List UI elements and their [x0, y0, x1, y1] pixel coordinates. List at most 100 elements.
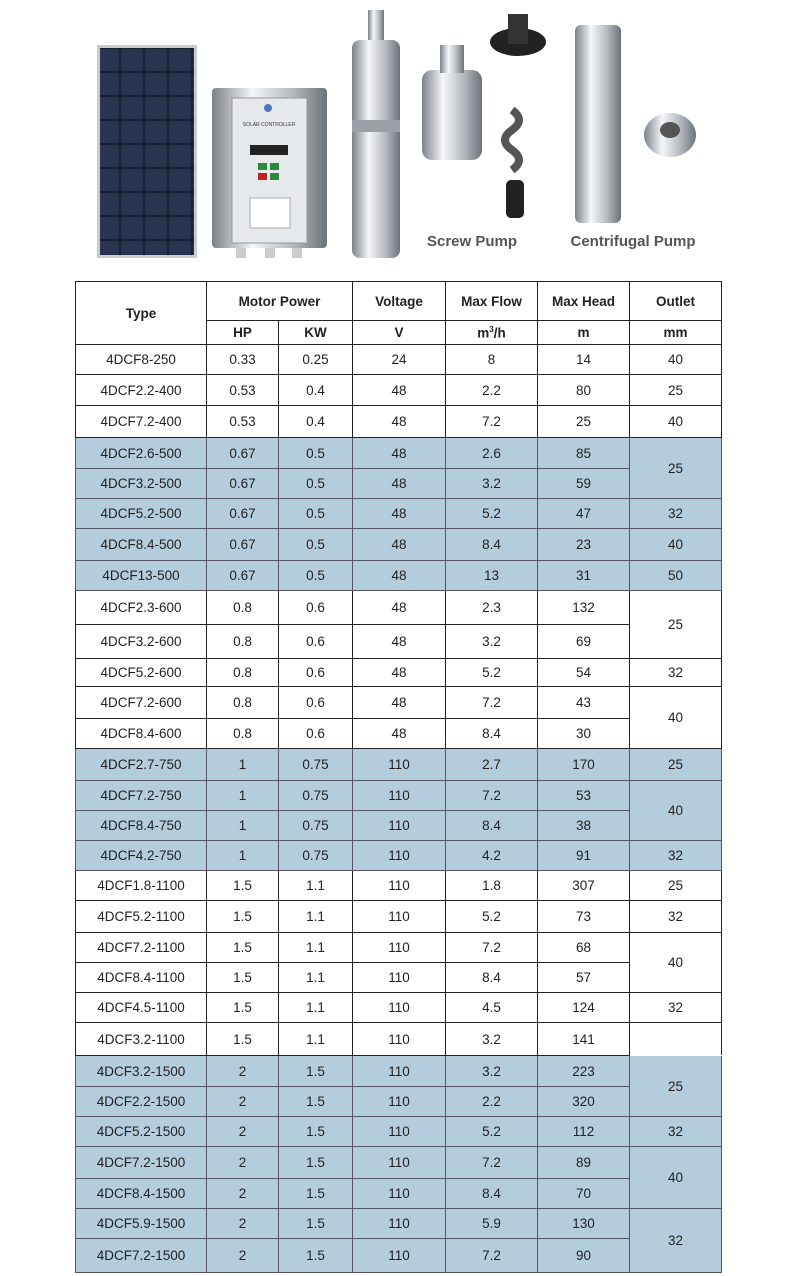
pump-spec-table: Type Motor Power Voltage Max Flow Max He…	[75, 281, 722, 1273]
table-row: 4DCF8.4-500 0.67 0.5 48 8.4 23 40	[75, 528, 722, 561]
table-row: 4DCF8.4-750 1 0.75 110 8.4 38	[75, 810, 722, 841]
table-row: 4DCF4.2-750 1 0.75 110 4.2 91 32	[75, 840, 722, 871]
cell-max-flow: 4.2	[445, 840, 538, 871]
cell-hp: 1	[206, 810, 279, 841]
cell-max-flow: 4.5	[445, 992, 538, 1023]
cell-voltage: 48	[352, 590, 446, 625]
cell-type: 4DCF7.2-750	[75, 780, 207, 811]
cell-hp: 2	[206, 1208, 279, 1239]
cell-max-head: 91	[537, 840, 630, 871]
cell-type: 4DCF5.2-1500	[75, 1116, 207, 1147]
product-images: SOLAR CONTROLLER Screw Pump Centrifuga	[0, 0, 794, 278]
cell-type: 4DCF8.4-750	[75, 810, 207, 841]
cell-hp: 1	[206, 840, 279, 871]
cell-voltage: 24	[352, 344, 446, 375]
cell-kw: 0.25	[278, 344, 353, 375]
cell-hp: 2	[206, 1238, 279, 1273]
cell-max-head: 25	[537, 405, 630, 438]
table-row: 4DCF13-500 0.67 0.5 48 13 31 50	[75, 560, 722, 591]
cell-max-flow: 7.2	[445, 1146, 538, 1179]
centrifugal-pump-caption: Centrifugal Pump	[570, 233, 695, 250]
cell-voltage: 48	[352, 624, 446, 659]
cell-max-head: 320	[537, 1086, 630, 1117]
cell-outlet: 25	[629, 374, 722, 406]
cell-outlet: 32	[629, 498, 722, 529]
cell-hp: 0.8	[206, 718, 279, 749]
header-voltage: Voltage	[352, 281, 446, 321]
cell-max-head: 69	[537, 624, 630, 659]
cell-outlet: 40	[629, 780, 722, 841]
cell-max-head: 23	[537, 528, 630, 561]
cell-kw: 0.6	[278, 658, 353, 687]
header-max-flow: Max Flow	[445, 281, 538, 321]
table-row: 4DCF3.2-500 0.67 0.5 48 3.2 59	[75, 468, 722, 499]
table-row: 4DCF8.4-1100 1.5 1.1 110 8.4 57	[75, 962, 722, 993]
cell-voltage: 110	[352, 1116, 446, 1147]
cell-hp: 2	[206, 1086, 279, 1117]
cell-max-head: 59	[537, 468, 630, 499]
header-type: Type	[75, 281, 207, 345]
cell-outlet: 25	[629, 590, 722, 659]
table-body: 4DCF8-250 0.33 0.25 24 8 14 40 4DCF2.2-400 0.53 0…	[75, 344, 722, 1273]
cell-type: 4DCF2.7-750	[75, 748, 207, 781]
cell-hp: 0.8	[206, 658, 279, 687]
cell-kw: 1.5	[278, 1238, 353, 1273]
cell-voltage: 48	[352, 374, 446, 406]
table-row: 4DCF2.6-500 0.67 0.5 48 2.6 85 25	[75, 437, 722, 499]
screw-pump-image	[422, 14, 546, 218]
cell-hp: 1.5	[206, 962, 279, 993]
cell-max-head: 53	[537, 780, 630, 811]
header-max-head: Max Head	[537, 281, 630, 321]
cell-max-flow: 7.2	[445, 686, 538, 719]
cell-max-flow: 2.7	[445, 748, 538, 781]
cell-max-head: 68	[537, 932, 630, 963]
cell-kw: 1.1	[278, 992, 353, 1023]
table-row: 4DCF3.2-600 0.8 0.6 48 3.2 69	[75, 624, 722, 659]
cell-type: 4DCF3.2-1100	[75, 1022, 207, 1056]
cell-type: 4DCF7.2-1500	[75, 1238, 207, 1273]
cell-hp: 1.5	[206, 1022, 279, 1056]
cell-max-head: 85	[537, 437, 630, 469]
unit-flow-sup: 3	[489, 324, 494, 334]
cell-type: 4DCF3.2-500	[75, 468, 207, 499]
cell-type: 4DCF3.2-600	[75, 624, 207, 659]
cell-kw: 1.5	[278, 1208, 353, 1239]
cell-max-head: 57	[537, 962, 630, 993]
cell-max-flow: 5.9	[445, 1208, 538, 1239]
cell-type: 4DCF8.4-1100	[75, 962, 207, 993]
cell-voltage: 110	[352, 1178, 446, 1209]
table-row: 4DCF3.2-1500 2 1.5 110 3.2 223 25	[75, 1055, 722, 1117]
cell-type: 4DCF4.2-750	[75, 840, 207, 871]
cell-kw: 0.6	[278, 590, 353, 625]
cell-outlet: 40	[629, 686, 722, 749]
cell-outlet: 40	[629, 405, 722, 438]
cell-outlet: 25	[629, 1055, 722, 1117]
cell-max-head: 80	[537, 374, 630, 406]
screw-pump-caption: Screw Pump	[427, 233, 517, 250]
cell-kw: 0.5	[278, 437, 353, 469]
cell-outlet: 32	[629, 992, 722, 1023]
cell-max-head: 38	[537, 810, 630, 841]
cell-type: 4DCF2.6-500	[75, 437, 207, 469]
cell-max-head: 54	[537, 658, 630, 687]
cell-type: 4DCF3.2-1500	[75, 1055, 207, 1087]
cell-voltage: 48	[352, 718, 446, 749]
cell-voltage: 110	[352, 1238, 446, 1273]
svg-text:SOLAR CONTROLLER: SOLAR CONTROLLER	[243, 122, 296, 128]
cell-type: 4DCF8.4-500	[75, 528, 207, 561]
cell-max-head: 30	[537, 718, 630, 749]
table-row: 4DCF7.2-600 0.8 0.6 48 7.2 43 40	[75, 686, 722, 749]
cell-max-flow: 7.2	[445, 1238, 538, 1273]
cell-voltage: 110	[352, 992, 446, 1023]
cell-kw: 0.6	[278, 718, 353, 749]
solar-controller-image: SOLAR CONTROLLER	[212, 88, 327, 258]
cell-type: 4DCF2.3-600	[75, 590, 207, 625]
cell-hp: 0.8	[206, 686, 279, 719]
cell-kw: 0.5	[278, 560, 353, 591]
cell-hp: 1.5	[206, 992, 279, 1023]
cell-max-head: 112	[537, 1116, 630, 1147]
table-row: 4DCF7.2-400 0.53 0.4 48 7.2 25 40	[75, 405, 722, 438]
cell-max-flow: 2.2	[445, 1086, 538, 1117]
table-row: 4DCF4.5-1100 1.5 1.1 110 4.5 124 32	[75, 992, 722, 1023]
cell-outlet	[629, 1022, 722, 1056]
